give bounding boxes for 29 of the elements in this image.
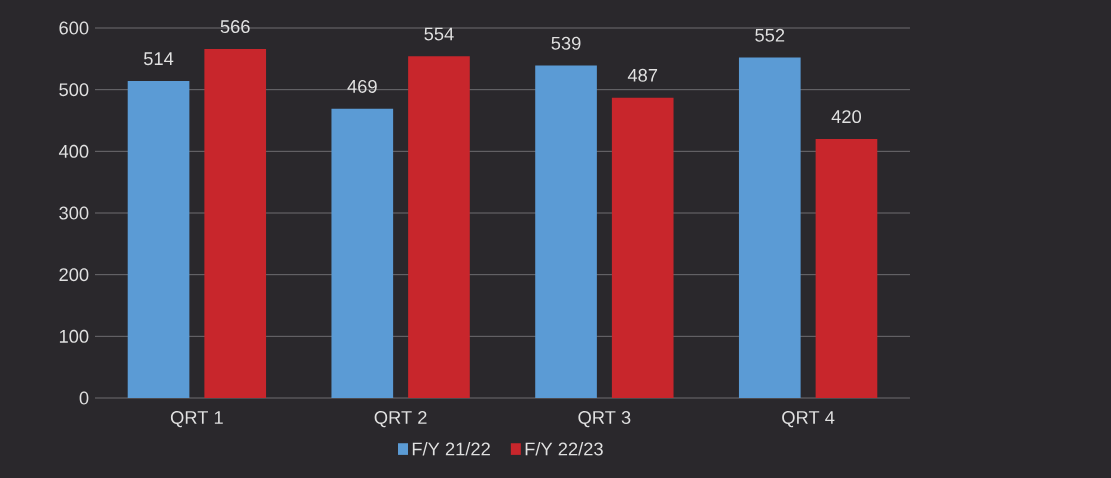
y-tick-label: 500 bbox=[59, 83, 89, 97]
bar bbox=[738, 57, 801, 398]
data-label: 514 bbox=[143, 52, 174, 66]
bar bbox=[535, 65, 597, 398]
bar bbox=[408, 56, 470, 398]
bar bbox=[611, 97, 674, 398]
data-label: 566 bbox=[220, 20, 250, 34]
bar bbox=[127, 81, 190, 398]
bar bbox=[331, 108, 394, 398]
data-label: 554 bbox=[424, 27, 454, 41]
y-tick-label: 400 bbox=[58, 144, 89, 158]
bar bbox=[204, 48, 267, 398]
y-tick-label: 0 bbox=[79, 391, 89, 405]
y-tick-label: 200 bbox=[59, 268, 89, 282]
data-label: 420 bbox=[831, 110, 862, 124]
y-tick-label: 300 bbox=[59, 206, 89, 220]
x-tick-label: QRT 2 bbox=[374, 411, 427, 428]
y-tick-label: 100 bbox=[59, 329, 89, 343]
data-label: 469 bbox=[347, 79, 377, 93]
x-tick-label: QRT 1 bbox=[170, 411, 223, 428]
data-label: 539 bbox=[551, 36, 581, 50]
bar bbox=[815, 139, 878, 398]
x-tick-label: QRT 3 bbox=[578, 411, 631, 428]
data-label: 487 bbox=[627, 68, 658, 82]
legend-label: F/Y 21/22 bbox=[412, 442, 490, 456]
legend-label: F/Y 22/23 bbox=[525, 442, 603, 456]
data-label: 552 bbox=[755, 28, 785, 42]
x-tick-label: QRT 4 bbox=[782, 411, 835, 428]
y-tick-label: 600 bbox=[59, 21, 89, 35]
